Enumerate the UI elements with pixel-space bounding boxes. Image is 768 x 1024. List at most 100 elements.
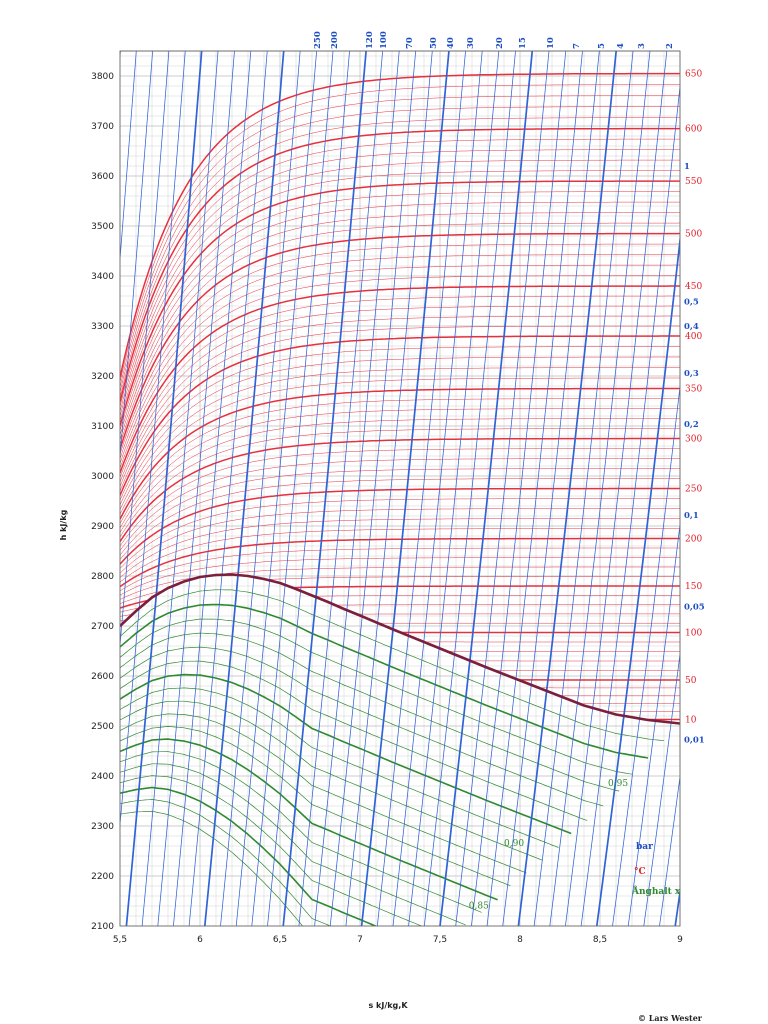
isobar-line	[120, 51, 170, 650]
saturation-curve	[120, 573, 680, 725]
isotherm-minor-line	[120, 428, 680, 538]
pressure-label-top: 100	[379, 31, 389, 49]
temperature-label: 500	[685, 230, 702, 240]
isotherm-minor-line	[120, 346, 680, 501]
isobar-line	[674, 886, 680, 926]
isobar-line	[345, 51, 433, 926]
quality-line	[120, 799, 332, 926]
x-tick-label: 8,5	[593, 935, 607, 945]
quality-label: 0,90	[504, 839, 524, 849]
quality-line	[120, 713, 527, 874]
isotherm-line	[120, 285, 680, 474]
isobar-line	[707, 904, 710, 926]
isobar-line	[298, 51, 384, 926]
isobar-line	[455, 51, 550, 926]
y-tick-label: 3600	[91, 172, 114, 182]
pressure-label-top: 250	[313, 31, 323, 49]
isotherm-minor-line	[120, 95, 680, 388]
pressure-label-top: 4	[616, 43, 626, 49]
isotherm-minor-line	[120, 418, 680, 533]
y-tick-label: 2100	[91, 922, 114, 932]
isobar-line	[565, 51, 668, 926]
y-tick-label: 3400	[91, 272, 114, 282]
y-tick-label: 3000	[91, 472, 114, 482]
y-tick-label: 2900	[91, 522, 114, 532]
isotherm-minor-line	[120, 170, 680, 422]
temperature-label: 100	[685, 629, 702, 639]
y-tick-label: 3200	[91, 372, 114, 382]
isobar-line	[220, 51, 301, 926]
quality-line	[120, 775, 423, 926]
x-tick-label: 8	[517, 935, 523, 945]
pressure-label-top: 20	[495, 37, 505, 49]
isobar-line	[203, 51, 285, 926]
y-tick-label: 2700	[91, 622, 114, 632]
quality-line	[120, 646, 604, 807]
isobar-line	[408, 51, 500, 926]
isobar-line	[314, 51, 400, 926]
tick-labels: 2100 2200 2300 2400 2500 2600 2700 2800 2900 3000…	[91, 72, 683, 945]
isobar-line	[120, 51, 137, 264]
pressure-label-top: 50	[429, 37, 439, 49]
quality-line	[120, 700, 543, 861]
isotherm-minor-line	[120, 149, 680, 412]
credit-text: © Lars Wester	[638, 1013, 703, 1023]
pressure-label-top: 200	[330, 31, 340, 49]
pressure-label-right: 0,4	[684, 322, 699, 332]
isobar-line	[595, 233, 680, 926]
isobar-line	[188, 51, 268, 926]
isotherm-minor-line	[120, 518, 680, 578]
temperature-label: 650	[685, 70, 702, 80]
x-tick-label: 5,5	[113, 935, 127, 945]
x-tick-label: 9	[677, 935, 683, 945]
isobar-line	[502, 51, 600, 926]
quality-line	[120, 763, 466, 926]
temperature-label: 10	[685, 716, 697, 726]
pressure-label-top: 40	[446, 37, 456, 49]
x-tick-label: 7,5	[433, 935, 447, 945]
isotherm-minor-line	[120, 315, 680, 487]
pressure-label-top: 7	[572, 43, 582, 49]
isotherm-minor-line	[120, 458, 680, 551]
quality-line	[120, 632, 620, 792]
x-axis-title: s kJ/kg,K	[368, 1001, 408, 1010]
isobar-line	[643, 651, 680, 926]
isotherm-minor-line	[120, 264, 680, 464]
isotherm-line	[120, 72, 680, 378]
isobar-line	[659, 774, 680, 926]
y-tick-label: 2500	[91, 722, 114, 732]
quality-line	[120, 738, 498, 901]
quality-label: 0,85	[469, 902, 489, 912]
isobar-line	[691, 791, 710, 926]
isobar-line	[376, 51, 466, 926]
isotherm-line	[120, 387, 680, 520]
quality-line	[120, 810, 303, 926]
isobar-line	[627, 521, 680, 926]
isotherm-line	[120, 127, 680, 403]
y-tick-label: 3700	[91, 122, 114, 132]
y-tick-label: 2200	[91, 872, 114, 882]
quality-line	[120, 673, 572, 835]
y-tick-label: 2600	[91, 672, 114, 682]
temperature-label: 550	[685, 177, 702, 187]
pressure-label-top: 30	[466, 37, 476, 49]
y-tick-label: 3100	[91, 422, 114, 432]
isobar-line	[533, 51, 634, 926]
quality-line	[120, 589, 665, 742]
isobar-line	[360, 51, 450, 926]
isobar-line	[392, 51, 483, 926]
isobar-line	[267, 51, 350, 926]
pressure-label-top: 3	[637, 43, 647, 49]
isobar-line	[173, 51, 252, 926]
isobar-line	[235, 51, 318, 926]
quality-line	[120, 751, 482, 913]
isobar-line	[580, 83, 680, 926]
isotherm-minor-line	[120, 295, 680, 478]
pressure-label-top: 2	[665, 43, 675, 49]
temperature-label: 450	[685, 282, 702, 292]
isotherm-minor-line	[120, 498, 680, 569]
isotherm-minor-line	[120, 478, 680, 560]
isotherm-minor-line	[120, 547, 680, 592]
isobar-line	[282, 51, 367, 926]
pressure-label-right: 0,3	[684, 369, 699, 379]
